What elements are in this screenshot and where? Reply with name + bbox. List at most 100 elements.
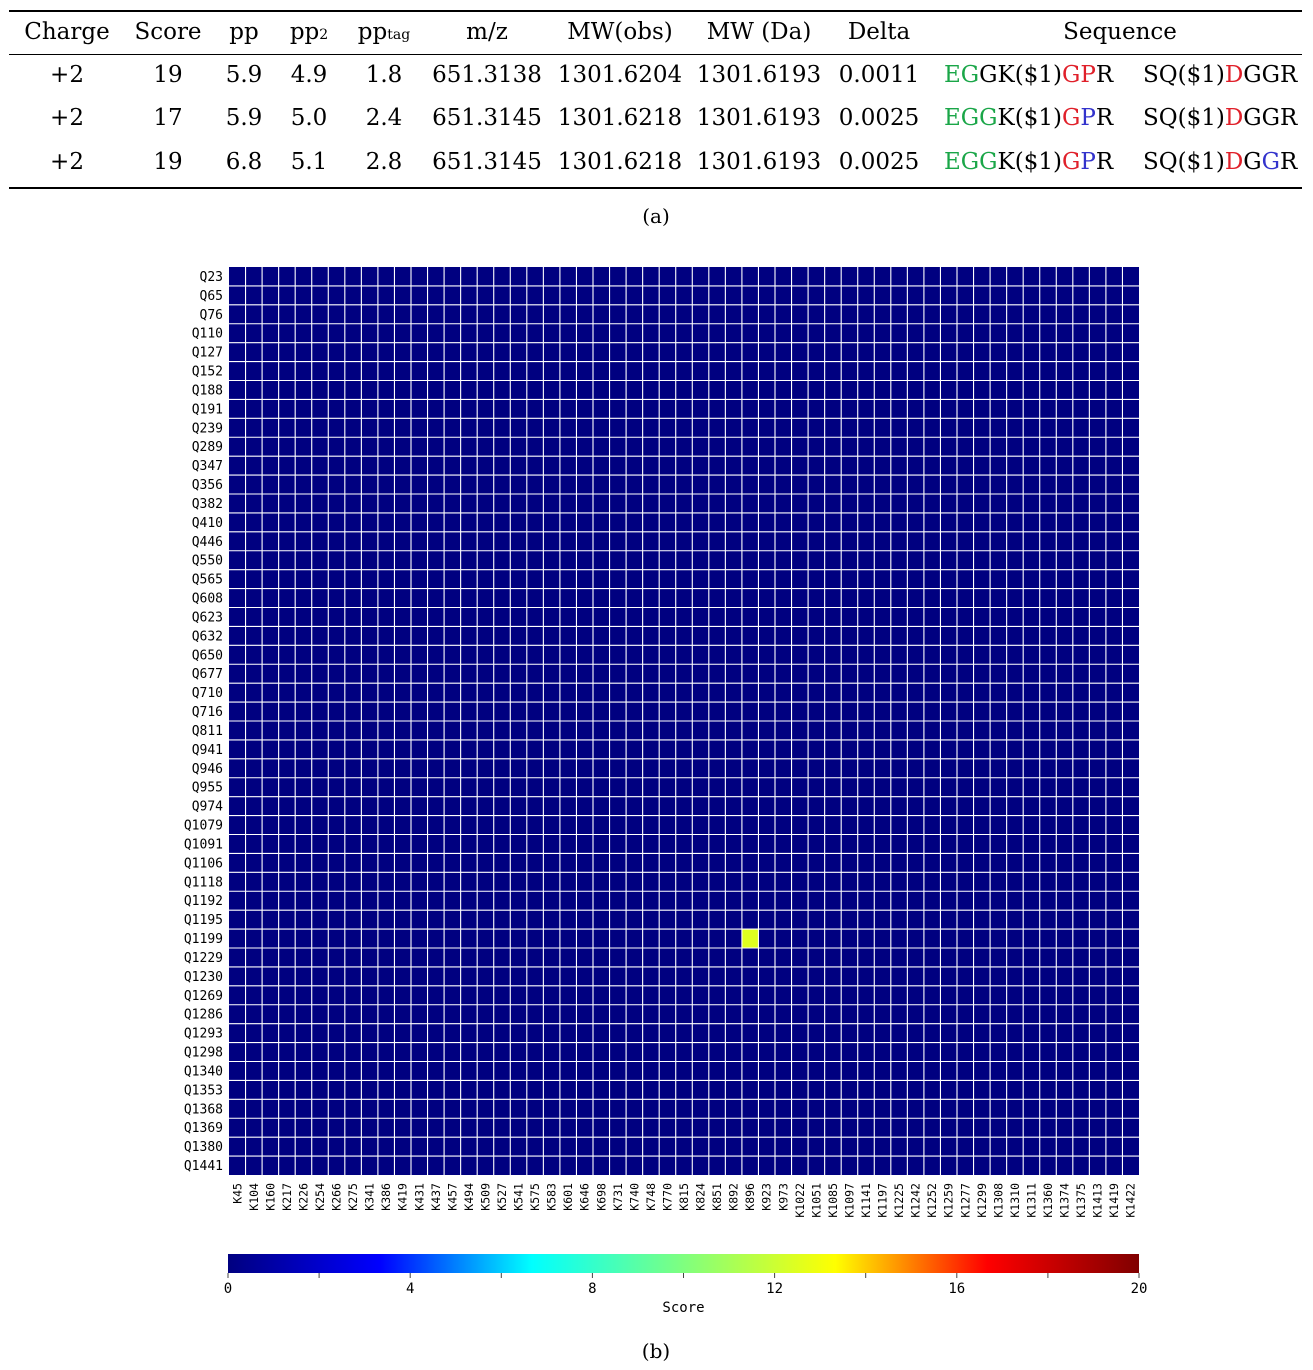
row-label: Q356	[192, 478, 223, 493]
colorbar-label: Score	[662, 1300, 704, 1316]
row-label: Q23	[200, 270, 223, 285]
column-label: K275	[346, 1183, 360, 1211]
column-label: K104	[247, 1183, 261, 1211]
column-label: K1422	[1124, 1183, 1138, 1218]
row-label: Q1199	[184, 932, 223, 947]
column-label: K740	[627, 1183, 641, 1211]
header-score: Score	[134, 19, 202, 45]
row-label: Q1192	[184, 894, 223, 909]
column-label: K646	[578, 1183, 592, 1211]
colorbar-tick-label: 4	[406, 1281, 414, 1297]
column-label: K226	[296, 1183, 310, 1211]
row-label: Q716	[192, 705, 223, 720]
cell-charge: +2	[50, 105, 84, 131]
cell-score: 19	[153, 62, 183, 88]
column-label: K541	[512, 1183, 526, 1211]
cell-mw-da: 1301.6193	[696, 62, 822, 88]
column-label: K575	[528, 1183, 542, 1211]
cell-charge: +2	[50, 149, 84, 175]
cell-pp2: 5.1	[290, 149, 328, 175]
sequence-segment: P	[1080, 105, 1096, 131]
column-label: K1085	[826, 1183, 840, 1218]
row-label: Q608	[192, 592, 223, 607]
sequence-segment: SQ($1)	[1143, 105, 1225, 131]
column-label: K1413	[1091, 1183, 1105, 1218]
row-label: Q623	[192, 610, 223, 625]
header-charge: Charge	[24, 19, 110, 45]
colorbar-tick-label: 16	[948, 1281, 965, 1297]
row-label: Q65	[200, 289, 223, 304]
column-label: K698	[594, 1183, 608, 1211]
row-label: Q1441	[184, 1159, 223, 1174]
row-label: Q941	[192, 743, 223, 758]
row-label: Q1106	[184, 856, 223, 871]
column-label: K1308	[991, 1183, 1005, 1218]
row-label: Q239	[192, 421, 223, 436]
cell-mz: 651.3145	[432, 105, 542, 131]
header-delta: Delta	[847, 19, 911, 45]
row-label: Q565	[192, 573, 223, 588]
column-label: K1225	[892, 1183, 906, 1218]
caption-a: (a)	[642, 204, 670, 228]
column-label: K815	[677, 1183, 691, 1211]
cell-score: 19	[153, 149, 183, 175]
row-label: Q1353	[184, 1083, 223, 1098]
row-label: Q1369	[184, 1121, 223, 1136]
sequence-segment: GK($1)	[979, 62, 1062, 88]
cell-sequence-alpha: EGGK($1)GPR	[944, 149, 1113, 175]
sequence-segment: G	[1061, 62, 1081, 88]
sequence-segment: P	[1080, 149, 1096, 175]
column-label: K1310	[1008, 1183, 1022, 1218]
row-label: Q110	[192, 327, 223, 342]
column-label: K1259	[942, 1183, 956, 1218]
cell-delta: 0.0025	[838, 149, 920, 175]
sequence-segment: SQ($1)	[1143, 62, 1225, 88]
column-label: K341	[363, 1183, 377, 1211]
column-label: K419	[396, 1183, 410, 1211]
sequence-segment: GGR	[1243, 105, 1298, 131]
cell-pp2: 5.0	[290, 105, 328, 131]
row-label: Q188	[192, 383, 223, 398]
cell-pptag: 1.8	[365, 62, 403, 88]
column-label: K748	[644, 1183, 658, 1211]
caption-b: (b)	[641, 1339, 671, 1363]
row-label: Q946	[192, 762, 223, 777]
row-label: Q152	[192, 365, 223, 380]
sequence-segment: G	[1261, 149, 1281, 175]
row-label: Q1293	[184, 1027, 223, 1042]
column-label: K1051	[809, 1183, 823, 1218]
column-label: K1252	[925, 1183, 939, 1218]
sequence-segment: R	[1095, 105, 1114, 131]
header-mw-da: MW (Da)	[706, 19, 812, 45]
cell-mz: 651.3145	[432, 149, 542, 175]
column-label: K457	[445, 1183, 459, 1211]
header-pp: pp	[229, 19, 259, 45]
cell-mw-da: 1301.6193	[696, 149, 822, 175]
column-label: K1197	[876, 1183, 890, 1218]
row-label: Q974	[192, 800, 223, 815]
sequence-segment: D	[1224, 105, 1244, 131]
column-label: K1277	[958, 1183, 972, 1218]
column-label: K1299	[975, 1183, 989, 1218]
column-label: K896	[743, 1183, 757, 1211]
cell-pp: 5.9	[225, 105, 263, 131]
cell-mz: 651.3138	[432, 62, 542, 88]
row-label: Q1229	[184, 951, 223, 966]
column-label: K851	[710, 1183, 724, 1211]
row-label: Q677	[192, 667, 223, 682]
cell-pp2: 4.9	[290, 62, 328, 88]
row-label: Q127	[192, 346, 223, 361]
sequence-segment: GGR	[1243, 62, 1298, 88]
column-label: K1375	[1074, 1183, 1088, 1218]
table-header-rule	[9, 54, 1302, 55]
header-mz: m/z	[466, 19, 508, 45]
column-label: K1419	[1107, 1183, 1121, 1218]
sequence-segment: K($1)	[997, 105, 1062, 131]
row-label: Q382	[192, 497, 223, 512]
column-label: K583	[545, 1183, 559, 1211]
column-label: K824	[694, 1183, 708, 1211]
sequence-segment: R	[1280, 149, 1298, 175]
column-label: K923	[760, 1183, 774, 1211]
header-mw-obs: MW(obs)	[567, 19, 673, 45]
